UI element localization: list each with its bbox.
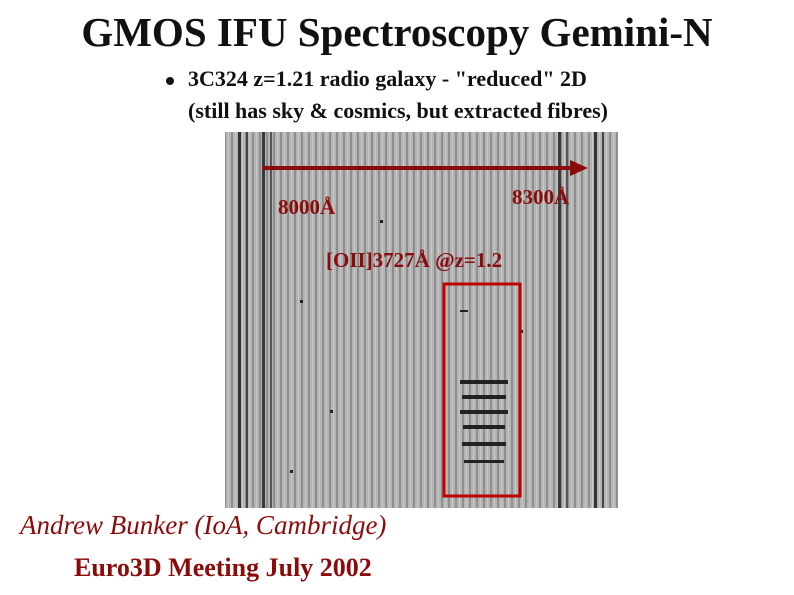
meeting: Euro3D Meeting July 2002 xyxy=(74,553,372,582)
wavelength-label: 8000Å xyxy=(278,195,336,219)
wavelength-label: 8300Å xyxy=(512,185,570,209)
bullet-dot xyxy=(166,77,174,85)
bullet-line: (still has sky & cosmics, but extracted … xyxy=(188,98,608,123)
feature-label: [OII]3727Å @z=1.2 xyxy=(326,248,503,272)
title: GMOS IFU Spectroscopy Gemini-N xyxy=(81,9,713,55)
bullet-line: 3C324 z=1.21 radio galaxy - "reduced" 2D xyxy=(188,66,587,91)
author: Andrew Bunker (IoA, Cambridge) xyxy=(20,510,387,540)
